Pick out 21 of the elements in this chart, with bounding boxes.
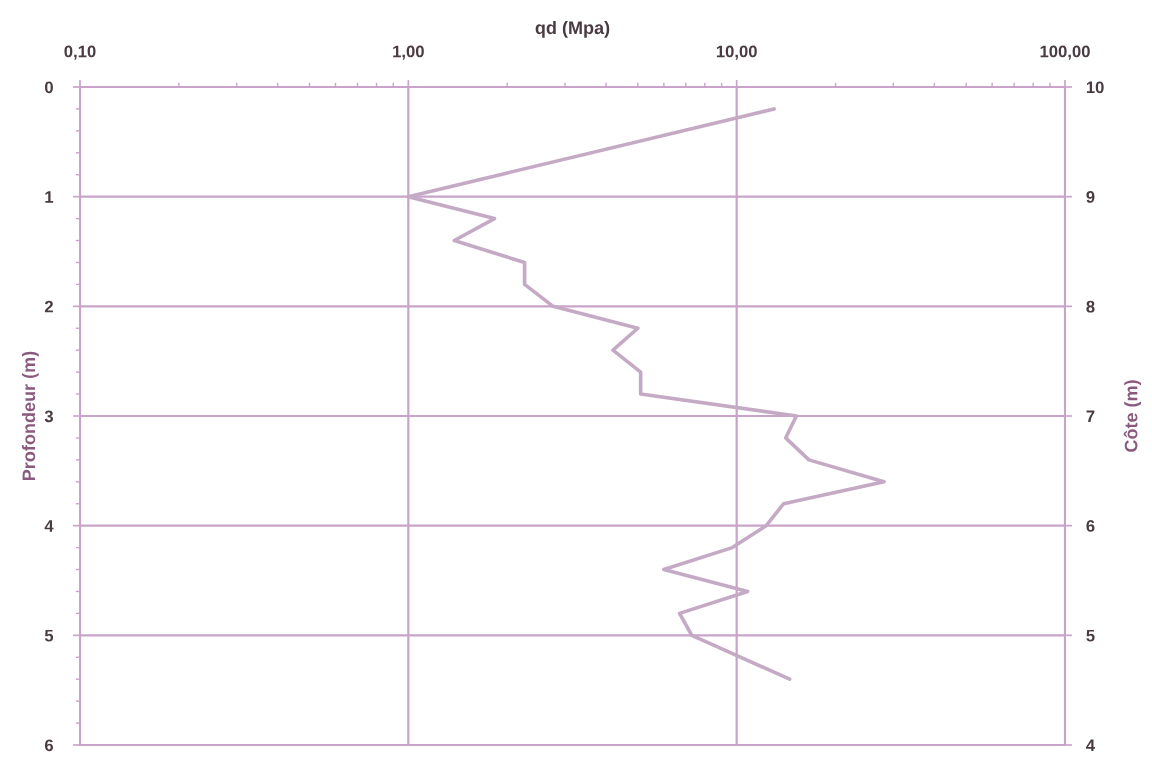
y-tick-label: 1 [45,191,54,203]
y2-axis-title: Côte (m) [1123,380,1142,452]
y-tick-label: 3 [44,410,54,423]
y2-tick-label: 10 [1086,81,1104,94]
y-tick-label: 2 [44,300,53,313]
y-tick-label: 6 [44,739,54,752]
y2-tick-label: 7 [1086,410,1095,423]
y2-tick-label: 4 [1086,739,1096,752]
y2-tick-label: 6 [1086,520,1095,532]
x-tick-label: 100,00 [1040,45,1090,60]
y-axis-title: Profondeur (m) [21,351,39,480]
y-tick-label: 0 [45,81,53,94]
y2-tick-label: 5 [1086,629,1095,642]
x-tick-label: 10,00 [716,45,757,60]
y2-tick-label: 8 [1086,300,1095,313]
y-tick-label: 4 [44,520,54,532]
x-tick-label: 0,10 [64,45,96,60]
y-tick-label: 5 [44,629,54,642]
y2-tick-label: 9 [1086,191,1095,203]
x-axis-title: qd (Mpa) [535,20,610,38]
x-tick-label: 1,00 [393,45,424,60]
